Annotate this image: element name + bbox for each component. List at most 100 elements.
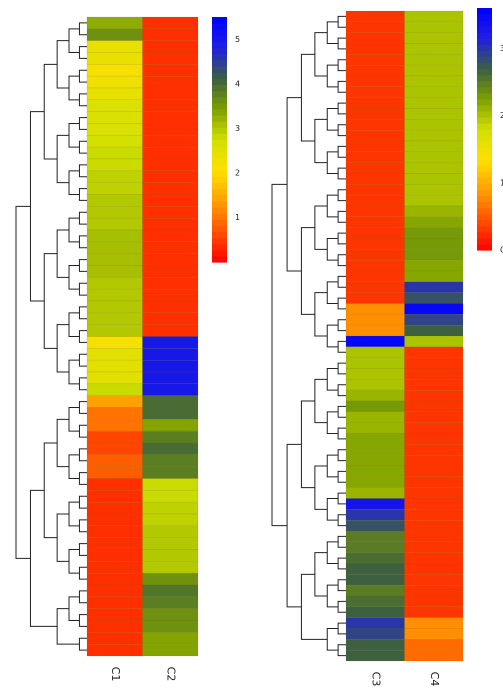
heatmap-cell: [404, 238, 464, 250]
dendrogram-branch: [68, 549, 80, 574]
heatmap-cell: [404, 270, 464, 283]
colorbar-segment: [212, 139, 227, 147]
dendrogram-branch: [337, 557, 346, 570]
heatmap-cell: [86, 561, 143, 574]
heatmap-cell: [142, 146, 199, 160]
dendrogram-branch: [68, 265, 80, 290]
heatmap-cell: [404, 649, 464, 662]
dendrogram-branch: [326, 368, 339, 391]
dendrogram-branch: [337, 644, 346, 657]
heatmap-cell: [142, 40, 199, 53]
heatmap-cell: [345, 86, 405, 98]
heatmap-cell: [142, 513, 199, 527]
heatmap-cell: [404, 465, 464, 478]
colorbar-segment: [477, 153, 492, 160]
heatmap-cell: [142, 312, 199, 325]
heatmap-cell: [86, 288, 143, 302]
heatmap-cell: [86, 395, 143, 408]
colorbar-segment: [477, 243, 492, 251]
heatmap-cell: [86, 419, 143, 432]
colorbar-segment: [212, 53, 227, 61]
heatmap-cell: [86, 336, 143, 349]
dendrogram-branch: [337, 622, 346, 635]
heatmap-cell: [404, 314, 464, 326]
dendrogram-branch: [68, 596, 80, 621]
colorbar-segment: [477, 129, 492, 136]
dendrogram-branch: [326, 498, 339, 521]
dendrogram-branch: [337, 514, 346, 527]
colorbar-segment: [477, 171, 492, 178]
heatmap-cell: [142, 229, 199, 243]
heatmap-cell: [345, 259, 405, 272]
heatmap-cell: [345, 400, 405, 413]
heatmap-cell: [142, 16, 199, 30]
heatmap-cell: [142, 324, 199, 337]
heatmap-cell: [86, 312, 143, 325]
dendrogram-branch: [68, 312, 80, 337]
dendrogram-branch: [337, 59, 346, 72]
heatmap-cell: [142, 123, 199, 136]
dendrogram-branch: [337, 535, 346, 548]
heatmap-cell: [86, 229, 143, 243]
heatmap-cell: [345, 32, 405, 44]
heatmap-cell: [345, 444, 405, 456]
dendrogram-branch: [337, 362, 346, 375]
heatmap-cell: [142, 620, 199, 633]
heatmap-cell: [345, 389, 405, 402]
colorbar-segment: [477, 110, 492, 118]
heatmap-cell: [404, 433, 464, 445]
heatmap-cell: [345, 194, 405, 207]
dendrogram-branch: [78, 69, 87, 83]
dendrogram-branch: [15, 205, 31, 559]
heatmap-cell: [345, 10, 405, 23]
colorbar-segment: [477, 80, 492, 88]
dendrogram-branch: [56, 134, 70, 184]
dendrogram-branch: [326, 238, 339, 261]
colorbar-segment: [477, 116, 492, 124]
heatmap-cell: [345, 422, 405, 434]
dendrogram-branch: [78, 590, 87, 604]
colorbar-tick-label: 1: [235, 213, 240, 222]
dendrogram-branch: [56, 608, 80, 645]
dendrogram-branch: [300, 227, 315, 315]
heatmap-cell: [345, 140, 405, 153]
column-label: C4: [428, 672, 441, 687]
dendrogram-branch: [337, 124, 346, 137]
heatmap-cell: [345, 129, 405, 142]
heatmap-cell: [345, 324, 405, 337]
heatmap-cell: [404, 519, 464, 532]
heatmap-cell: [345, 574, 405, 586]
heatmap-cell: [142, 419, 199, 432]
colorbar-segment: [212, 47, 227, 55]
heatmap-cell: [404, 389, 464, 402]
colorbar-segment: [477, 213, 492, 221]
dendrogram-branch: [326, 454, 339, 478]
heatmap-cell: [345, 530, 405, 543]
heatmap-cell: [404, 184, 464, 196]
dendrogram-branch: [78, 140, 87, 154]
heatmap-cell: [142, 454, 199, 467]
heatmap-cell: [86, 123, 143, 136]
dendrogram-branch: [326, 411, 339, 434]
dendrogram-branch: [56, 324, 70, 373]
heatmap-cell: [142, 265, 199, 278]
colorbar-tick-label: 2: [500, 111, 503, 120]
colorbar-segment: [212, 115, 227, 122]
heatmap-cell: [142, 75, 199, 89]
heatmap-cell: [86, 584, 143, 598]
heatmap-cell: [404, 21, 464, 33]
heatmap-cell: [86, 146, 143, 160]
dendrogram-branch: [78, 46, 87, 59]
heatmap-cell: [404, 227, 464, 239]
heatmap-cell: [345, 292, 405, 304]
heatmap-cell: [345, 303, 405, 315]
dendrogram-branch: [326, 541, 339, 564]
heatmap-cell: [345, 108, 405, 120]
dendrogram-branch: [337, 297, 346, 310]
heatmap-cell: [142, 407, 199, 420]
dendrogram-branch: [43, 63, 58, 160]
colorbar-segment: [212, 213, 227, 220]
heatmap-cell: [142, 490, 199, 503]
heatmap-cell: [404, 617, 464, 629]
colorbar-segment: [477, 237, 492, 245]
